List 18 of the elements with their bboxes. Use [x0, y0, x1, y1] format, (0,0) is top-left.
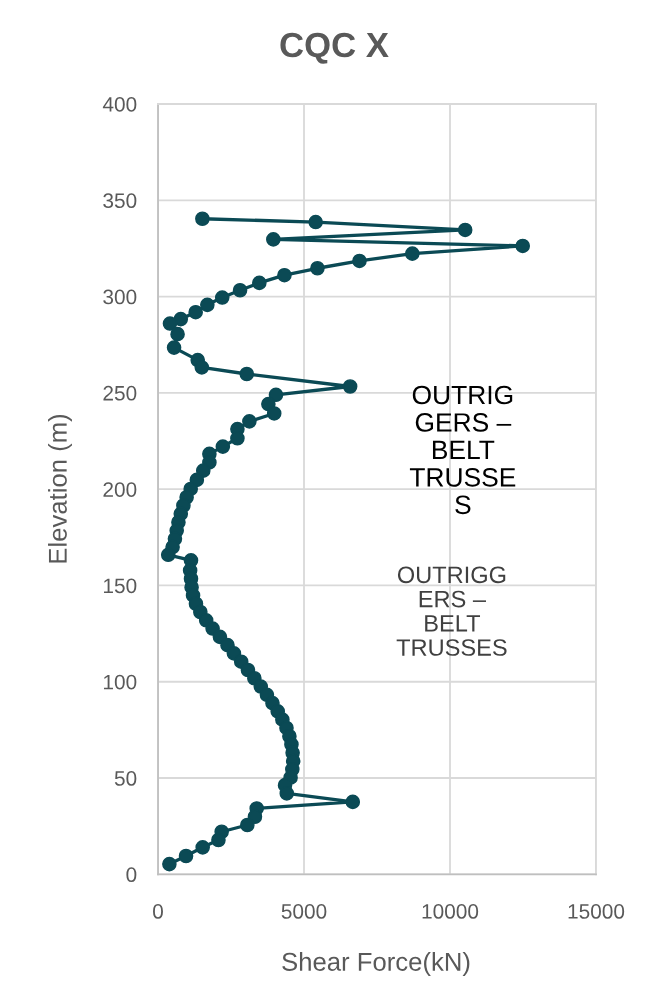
y-tick-label: 250 — [103, 385, 137, 401]
x-axis-title: Shear Force(kN) — [282, 952, 470, 976]
y-tick-label: 300 — [103, 289, 137, 305]
y-tick-label: 0 — [126, 867, 137, 883]
y-tick-label: 50 — [114, 771, 137, 786]
y-tick-label: 350 — [103, 193, 137, 209]
x-tick-label: 10000 — [422, 904, 479, 919]
annotation: OUTRIG GERS – BELT TRUSSE S — [409, 385, 516, 515]
y-tick-label: 200 — [103, 482, 137, 497]
y-tick-label: 150 — [104, 578, 137, 594]
x-tick-label: 5000 — [281, 904, 327, 919]
x-tick-label: 0 — [153, 904, 163, 919]
x-tick-label: 15000 — [568, 904, 625, 919]
y-tick-label: 100 — [104, 674, 137, 690]
y-tick-label: 400 — [102, 97, 137, 112]
chart-title: CQC X — [280, 32, 389, 64]
annotation: OUTRIGG ERS – BELT TRUSSES — [396, 566, 507, 656]
y-axis-title: Elevation (m) — [48, 414, 72, 563]
